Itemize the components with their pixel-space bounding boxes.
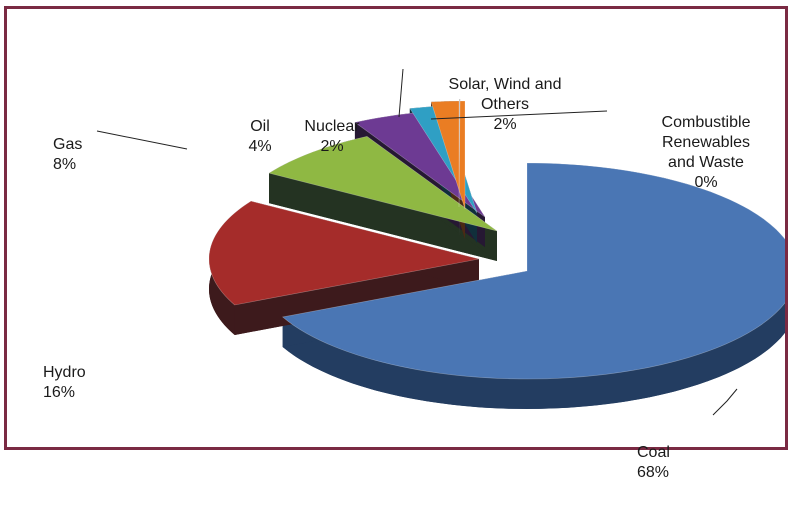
leader-line: [430, 110, 608, 120]
label-combustible-renewables: Combustible Renewables and Waste 0%: [661, 114, 751, 191]
slice-hydro: [208, 200, 480, 306]
leader-line: [712, 388, 738, 416]
label-gas: Gas 8%: [53, 136, 83, 173]
label-hydro: Hydro 16%: [43, 364, 86, 401]
label-oil: Oil 4%: [248, 118, 272, 155]
slice-combustible-renewables-and-waste: [458, 98, 461, 208]
slice-coal: [282, 162, 785, 380]
leader-line: [398, 68, 404, 118]
slice-gas: [268, 136, 498, 232]
label-coal: Coal 68%: [637, 444, 670, 481]
leader-line: [96, 130, 188, 150]
chart-frame: Gas 8% Oil 4% Nuclear 2% Solar, Wind and Oth…: [4, 6, 788, 481]
label-solar-wind-others: Solar, Wind and Others 2%: [448, 76, 562, 133]
slice-solar-wind-and-others: [430, 100, 466, 210]
label-nuclear: Nuclear 2%: [304, 118, 360, 155]
pie-chart: [96, 68, 785, 416]
slice-edge-0-gas: [269, 173, 497, 261]
